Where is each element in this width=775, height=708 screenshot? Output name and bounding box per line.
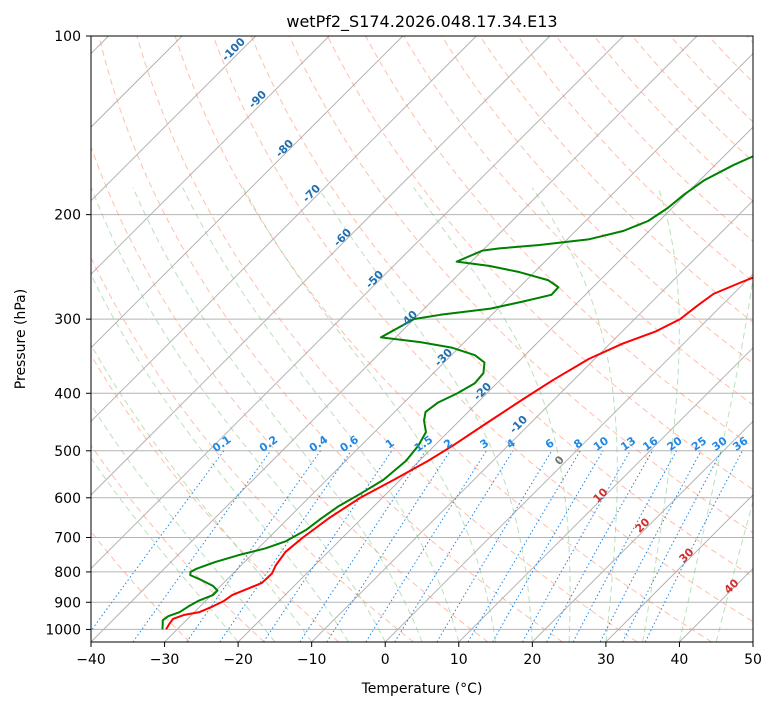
y-tick-label: 700	[54, 531, 81, 547]
dry-adiabat	[91, 444, 265, 642]
dry-adiabat	[327, 36, 753, 491]
isotherm	[164, 52, 753, 642]
moist-adiabat	[642, 187, 680, 642]
x-axis: −40 −30 −20 −10 0 10 20 30 40 50	[76, 642, 762, 668]
dry-adiabat	[403, 36, 753, 406]
y-axis-title: Pressure (hPa)	[13, 289, 29, 389]
dry-adiabat	[365, 36, 753, 448]
mixing-ratio-line	[365, 450, 487, 642]
moist-adiabat	[715, 499, 753, 642]
x-tick-label: 20	[523, 652, 541, 668]
mixing-ratio-line	[263, 450, 393, 642]
x-axis-title: Temperature (°C)	[361, 681, 483, 697]
mixing-ratio-line	[132, 450, 272, 642]
moist-adiabat	[531, 187, 618, 642]
plot-background	[91, 36, 753, 642]
dry-adiabat	[174, 36, 713, 642]
isotherm	[91, 36, 551, 496]
x-tick-label: −10	[297, 652, 327, 668]
isotherm	[605, 494, 753, 642]
x-tick-label: −20	[223, 652, 253, 668]
y-tick-label: 900	[54, 595, 81, 611]
mixing-ratio-line	[219, 450, 352, 642]
moist-adiabat	[91, 187, 386, 642]
mixing-ratio-line	[522, 450, 631, 642]
moist-adiabat	[91, 457, 239, 642]
moist-adiabat	[132, 187, 423, 642]
isotherm	[91, 36, 477, 423]
moist-adiabat	[317, 187, 533, 642]
y-tick-label: 100	[54, 29, 81, 45]
isotherm	[237, 126, 753, 642]
y-tick-label: 600	[54, 491, 81, 507]
moist-adiabat	[413, 187, 571, 642]
dry-adiabat	[98, 36, 563, 642]
isotherm	[458, 347, 753, 642]
plot-frame	[90, 35, 754, 643]
dry-adiabat	[136, 36, 638, 642]
chart-title: wetPf2_S174.2026.048.17.34.E13	[286, 12, 557, 32]
isotherm	[91, 36, 257, 202]
mixing-ratio-line	[91, 450, 225, 632]
mixing-ratio-line	[436, 450, 553, 642]
moist-adiabat	[182, 187, 460, 642]
mixing-ratio-line	[186, 450, 321, 642]
isotherm	[384, 273, 753, 642]
y-tick-label: 200	[54, 208, 81, 224]
mixing-ratio-line	[299, 450, 426, 642]
dry-adiabat	[288, 36, 753, 534]
sounding-profiles	[161, 155, 753, 630]
temperature-profile-line	[165, 276, 753, 630]
dry-adiabat	[250, 36, 753, 578]
isotherm	[91, 36, 624, 570]
x-tick-label: 10	[450, 652, 468, 668]
mixing-ratio-line	[644, 450, 743, 642]
mixing-ratio-line	[572, 450, 677, 642]
mixing-ratio-line	[326, 450, 451, 642]
isotherm	[91, 36, 330, 275]
mixing-ratio-line	[599, 450, 702, 642]
moist-adiabat	[91, 273, 349, 642]
x-tick-label: 40	[671, 652, 689, 668]
y-tick-label: 400	[54, 386, 81, 402]
isotherm	[91, 36, 404, 349]
y-tick-label: 800	[54, 565, 81, 581]
dewpoint-profile-line	[161, 155, 753, 630]
moist-adiabat	[242, 187, 497, 642]
mixing-ratio-line	[546, 450, 653, 642]
x-tick-label: −40	[76, 652, 106, 668]
y-axis: 100 200 300 400 500 600 700 800 900 1000	[45, 29, 91, 638]
moist-adiabat	[678, 274, 753, 642]
x-tick-label: 0	[381, 652, 390, 668]
dry-adiabat	[593, 36, 753, 202]
y-tick-label: 500	[54, 444, 81, 460]
x-tick-label: 30	[597, 652, 615, 668]
x-tick-label: 50	[744, 652, 762, 668]
y-tick-label: 300	[54, 312, 81, 328]
dry-adiabat	[479, 36, 753, 323]
y-tick-label: 1000	[45, 622, 81, 638]
dry-adiabat	[631, 36, 753, 163]
isotherm	[531, 420, 753, 642]
x-tick-label: −30	[150, 652, 180, 668]
